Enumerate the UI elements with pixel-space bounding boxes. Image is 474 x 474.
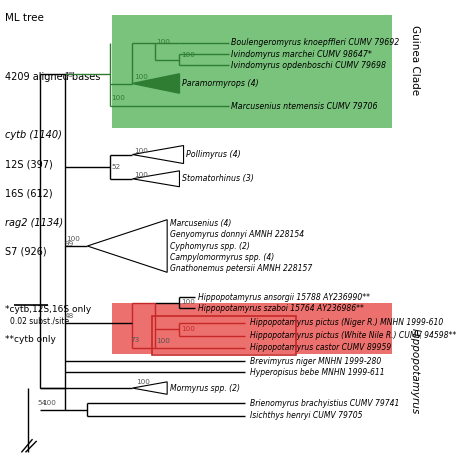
- Text: Campylomormyrus spp. (4): Campylomormyrus spp. (4): [170, 253, 274, 262]
- Text: 100: 100: [181, 299, 195, 305]
- Text: 100: 100: [134, 73, 148, 80]
- Polygon shape: [132, 171, 180, 187]
- Text: 16S (612): 16S (612): [6, 189, 53, 199]
- Text: Brienomyrus brachyistius CUMV 79741: Brienomyrus brachyistius CUMV 79741: [250, 399, 399, 408]
- Text: 0.02 subst./site: 0.02 subst./site: [10, 316, 70, 325]
- Text: 100: 100: [181, 326, 195, 332]
- Bar: [112, 303, 392, 354]
- Text: Hyperopisus bebe MNHN 1999-611: Hyperopisus bebe MNHN 1999-611: [250, 368, 384, 377]
- Text: Hippopotamyrus szaboi 15764 AY236986**: Hippopotamyrus szaboi 15764 AY236986**: [198, 304, 364, 313]
- Text: Hippopotamyrus: Hippopotamyrus: [410, 328, 420, 414]
- Text: *cytb,12S,16S only: *cytb,12S,16S only: [6, 305, 92, 314]
- Text: 100: 100: [42, 400, 56, 406]
- Polygon shape: [132, 74, 180, 93]
- Text: S7 (926): S7 (926): [6, 247, 47, 257]
- Text: 73: 73: [130, 337, 139, 343]
- Text: 100: 100: [181, 52, 195, 58]
- Text: 52: 52: [111, 164, 121, 170]
- Text: 100: 100: [136, 379, 150, 385]
- Text: Guinea Clade: Guinea Clade: [410, 25, 420, 95]
- Text: 100: 100: [66, 236, 81, 242]
- Text: 100: 100: [134, 173, 148, 178]
- Text: 54: 54: [38, 400, 47, 406]
- Bar: [152, 316, 296, 355]
- Text: 100: 100: [111, 95, 126, 101]
- Text: Brevimyrus niger MNHN 1999-280: Brevimyrus niger MNHN 1999-280: [250, 356, 381, 365]
- Text: Ivindomyrus marchei CUMV 98647*: Ivindomyrus marchei CUMV 98647*: [231, 50, 372, 59]
- Text: ML tree: ML tree: [6, 13, 45, 23]
- Text: Hippopotamyrus ansorgii 15788 AY236990**: Hippopotamyrus ansorgii 15788 AY236990**: [198, 293, 370, 302]
- Text: Cyphomyrus spp. (2): Cyphomyrus spp. (2): [170, 242, 250, 250]
- Text: 55: 55: [64, 72, 73, 78]
- Text: Boulengeromyrus knoepffleri CUMV 79692: Boulengeromyrus knoepffleri CUMV 79692: [231, 38, 400, 47]
- Text: Hippopotamyrus pictus (White Nile R.) CUMV 94598**: Hippopotamyrus pictus (White Nile R.) CU…: [250, 331, 456, 340]
- Text: Hippopotamyrus pictus (Niger R.) MNHN 1999-610: Hippopotamyrus pictus (Niger R.) MNHN 19…: [250, 319, 443, 328]
- Polygon shape: [87, 219, 167, 273]
- Text: Mormyrus spp. (2): Mormyrus spp. (2): [170, 383, 240, 392]
- Text: Stomatorhinus (3): Stomatorhinus (3): [182, 174, 254, 183]
- Text: **cytb only: **cytb only: [6, 335, 56, 344]
- Text: Paramormyrops (4): Paramormyrops (4): [182, 79, 259, 88]
- Text: Isichthys henryi CUMV 79705: Isichthys henryi CUMV 79705: [250, 411, 362, 420]
- Polygon shape: [132, 382, 167, 394]
- Polygon shape: [132, 146, 183, 164]
- Text: 4209 aligned bases: 4209 aligned bases: [6, 72, 101, 82]
- Text: Marcusenius ntemensis CUMV 79706: Marcusenius ntemensis CUMV 79706: [231, 101, 378, 110]
- Text: Gnathonemus petersii AMNH 228157: Gnathonemus petersii AMNH 228157: [170, 264, 312, 273]
- Text: rag2 (1134): rag2 (1134): [6, 218, 64, 228]
- Text: Ivindomyrus opdenboschi CUMV 79698: Ivindomyrus opdenboschi CUMV 79698: [231, 61, 386, 70]
- Text: 12S (397): 12S (397): [6, 159, 53, 169]
- Text: 100: 100: [156, 338, 171, 344]
- Text: Genyomyrus donnyi AMNH 228154: Genyomyrus donnyi AMNH 228154: [170, 230, 304, 239]
- Text: Marcusenius (4): Marcusenius (4): [170, 219, 231, 228]
- Text: 48: 48: [64, 313, 73, 319]
- Text: 100: 100: [156, 39, 171, 45]
- Text: cytb (1140): cytb (1140): [6, 130, 63, 140]
- Text: 99: 99: [64, 241, 73, 246]
- Text: Pollimyrus (4): Pollimyrus (4): [186, 150, 241, 159]
- Text: Hippopotamyrus castor CUMV 89959: Hippopotamyrus castor CUMV 89959: [250, 343, 391, 352]
- Bar: [112, 15, 392, 128]
- Text: 100: 100: [134, 148, 148, 154]
